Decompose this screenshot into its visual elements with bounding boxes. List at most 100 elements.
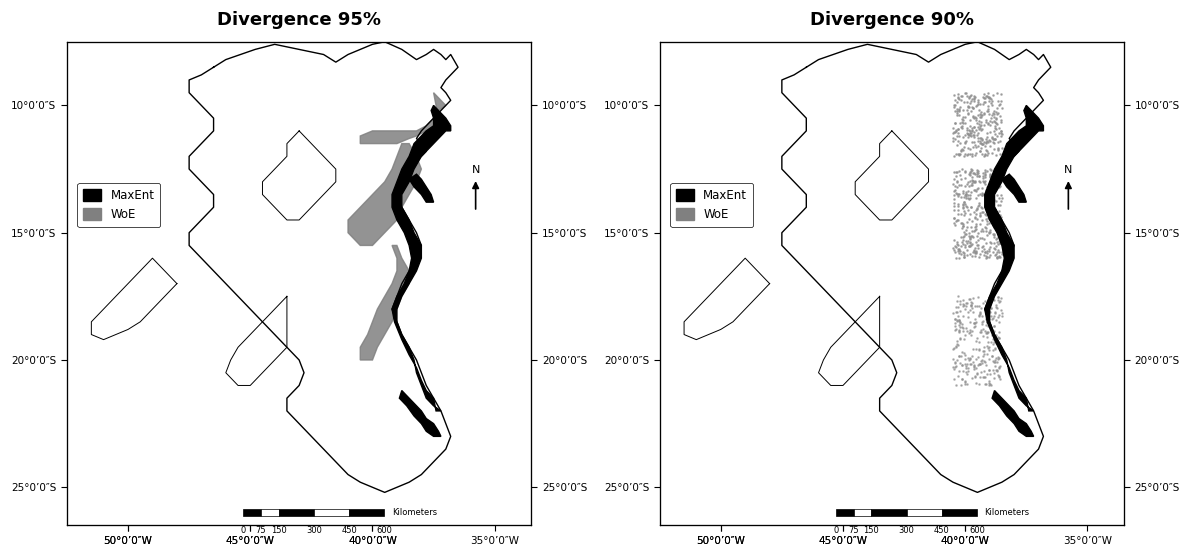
Point bbox=[980, 165, 999, 174]
Point bbox=[952, 180, 971, 189]
Point bbox=[958, 124, 977, 133]
Point bbox=[962, 150, 981, 159]
Point bbox=[955, 118, 974, 127]
Point bbox=[971, 118, 990, 126]
Point bbox=[954, 152, 973, 160]
Point bbox=[953, 199, 972, 208]
Point bbox=[962, 330, 981, 339]
Point bbox=[965, 94, 984, 103]
Point bbox=[960, 354, 979, 363]
Point bbox=[946, 324, 965, 333]
Point bbox=[972, 327, 991, 336]
Point bbox=[985, 361, 1004, 370]
Point bbox=[960, 242, 979, 251]
Point bbox=[961, 355, 980, 364]
Point bbox=[989, 310, 1008, 319]
Point bbox=[971, 307, 990, 316]
Bar bbox=[349, 510, 385, 516]
Point bbox=[987, 179, 1006, 188]
Point bbox=[987, 253, 1006, 262]
Point bbox=[971, 328, 990, 337]
Point bbox=[962, 138, 981, 146]
Point bbox=[975, 167, 994, 176]
Point bbox=[969, 359, 989, 368]
Point bbox=[960, 102, 979, 111]
Point bbox=[959, 241, 978, 250]
Point bbox=[989, 218, 1008, 227]
Text: 150: 150 bbox=[863, 526, 879, 535]
Point bbox=[949, 316, 968, 325]
Point bbox=[944, 235, 964, 244]
Point bbox=[959, 193, 978, 202]
Point bbox=[953, 121, 972, 130]
Point bbox=[967, 184, 986, 193]
Point bbox=[987, 302, 1006, 311]
Point bbox=[949, 180, 968, 189]
Point bbox=[952, 192, 971, 201]
Point bbox=[967, 100, 986, 109]
Point bbox=[956, 188, 975, 197]
Point bbox=[968, 240, 987, 249]
Point bbox=[965, 246, 984, 255]
Point bbox=[958, 217, 977, 226]
Point bbox=[950, 358, 969, 367]
Point bbox=[958, 191, 977, 200]
Point bbox=[953, 165, 972, 174]
Point bbox=[949, 245, 968, 253]
Point bbox=[969, 120, 989, 129]
Point bbox=[969, 301, 989, 310]
Point bbox=[990, 297, 1009, 306]
Point bbox=[974, 97, 993, 106]
Point bbox=[962, 240, 981, 248]
Point bbox=[954, 193, 973, 202]
Point bbox=[943, 123, 962, 132]
Point bbox=[990, 124, 1009, 133]
Point bbox=[977, 211, 996, 219]
Point bbox=[944, 198, 964, 207]
Point bbox=[955, 139, 974, 148]
Point bbox=[992, 250, 1011, 259]
Point bbox=[953, 323, 972, 332]
Point bbox=[979, 183, 998, 192]
Point bbox=[990, 136, 1009, 145]
Text: 450: 450 bbox=[342, 526, 357, 535]
Point bbox=[947, 149, 966, 158]
Point bbox=[975, 379, 994, 388]
Point bbox=[980, 116, 999, 125]
Point bbox=[943, 136, 962, 145]
Point bbox=[979, 187, 998, 196]
Point bbox=[980, 226, 999, 234]
Point bbox=[972, 207, 991, 216]
Point bbox=[971, 220, 990, 229]
Point bbox=[967, 114, 986, 123]
Point bbox=[989, 371, 1008, 380]
Point bbox=[969, 199, 989, 208]
Point bbox=[979, 104, 998, 113]
Point bbox=[954, 312, 973, 321]
Point bbox=[965, 185, 984, 194]
Point bbox=[986, 250, 1005, 258]
Point bbox=[965, 93, 984, 102]
Point bbox=[956, 368, 975, 377]
Point bbox=[949, 150, 968, 159]
Point bbox=[983, 133, 1002, 142]
Point bbox=[984, 201, 1003, 209]
Point bbox=[949, 316, 968, 325]
Point bbox=[958, 245, 977, 254]
Point bbox=[948, 311, 967, 320]
Text: N: N bbox=[1065, 165, 1073, 175]
Point bbox=[986, 307, 1005, 316]
Point bbox=[966, 213, 985, 222]
Point bbox=[991, 296, 1010, 305]
Point bbox=[980, 171, 999, 180]
Point bbox=[971, 209, 990, 218]
Point bbox=[979, 315, 998, 324]
Point bbox=[944, 168, 964, 177]
Point bbox=[960, 98, 979, 107]
Point bbox=[946, 106, 965, 115]
Point bbox=[980, 192, 999, 201]
Point bbox=[990, 372, 1009, 380]
Point bbox=[984, 294, 1003, 303]
Point bbox=[964, 345, 983, 354]
Point bbox=[958, 239, 977, 248]
